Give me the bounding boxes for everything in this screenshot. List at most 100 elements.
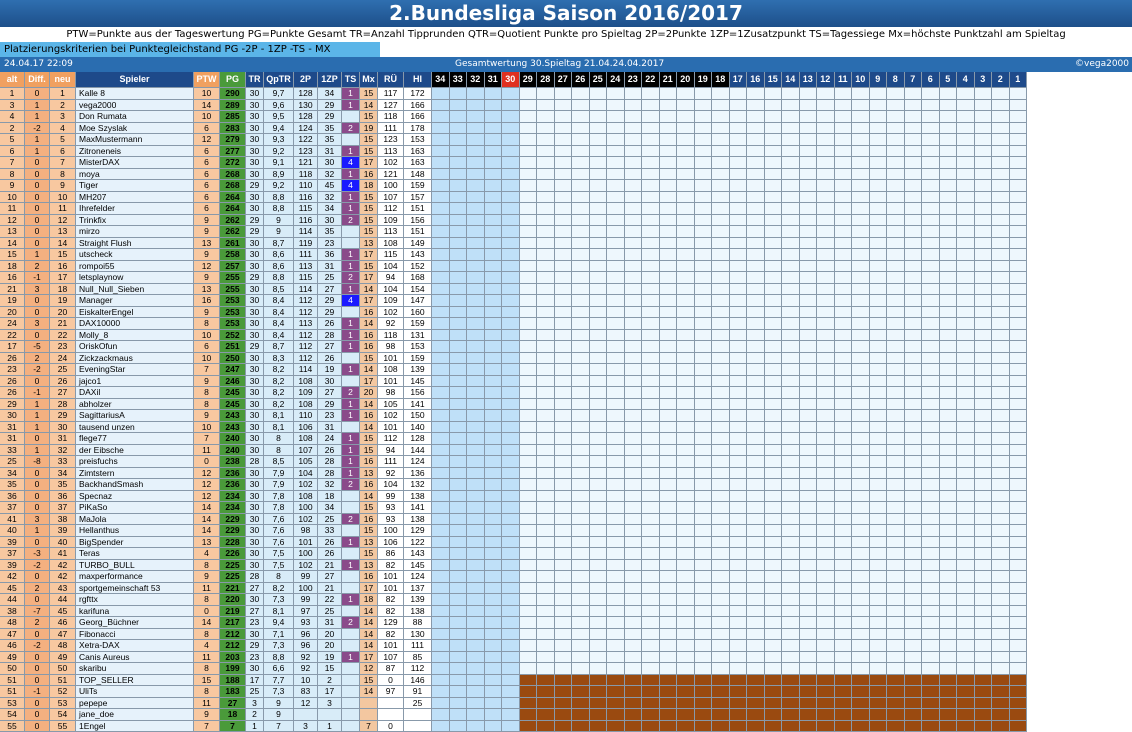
- table-cell: [642, 410, 660, 422]
- table-cell: [835, 215, 853, 227]
- table-cell: [887, 180, 905, 192]
- header-cell: 24: [607, 72, 625, 88]
- table-cell: [957, 629, 975, 641]
- table-cell: [450, 663, 468, 675]
- table-cell: [502, 709, 520, 721]
- table-cell: 121: [378, 169, 404, 181]
- table-cell: [467, 537, 485, 549]
- table-cell: 30: [246, 376, 264, 388]
- table-cell: [485, 548, 503, 560]
- table-cell: [817, 652, 835, 664]
- header-cell: 20: [677, 72, 695, 88]
- table-cell: 31: [318, 422, 342, 434]
- table-cell: [695, 284, 713, 296]
- table-cell: [485, 100, 503, 112]
- table-cell: [835, 111, 853, 123]
- table-cell: [695, 686, 713, 698]
- table-cell: 17: [360, 376, 378, 388]
- table-cell: [520, 249, 538, 261]
- table-cell: [957, 364, 975, 376]
- table-cell: [835, 537, 853, 549]
- table-cell: [905, 468, 923, 480]
- table-cell: 4: [194, 640, 220, 652]
- table-cell: [975, 709, 993, 721]
- table-cell: [852, 571, 870, 583]
- table-cell: [660, 180, 678, 192]
- table-cell: 127: [378, 100, 404, 112]
- table-cell: [590, 652, 608, 664]
- table-cell: 9: [264, 226, 294, 238]
- table-cell: 13: [194, 537, 220, 549]
- table-cell: [730, 491, 748, 503]
- table-cell: [1010, 307, 1028, 319]
- table-cell: 8: [194, 318, 220, 330]
- table-cell: [940, 709, 958, 721]
- table-cell: 100: [378, 180, 404, 192]
- table-cell: 157: [404, 192, 432, 204]
- table-cell: [537, 226, 555, 238]
- table-cell: [485, 284, 503, 296]
- table-cell: 15: [360, 502, 378, 514]
- table-cell: [660, 686, 678, 698]
- table-cell: [747, 629, 765, 641]
- table-cell: [835, 525, 853, 537]
- header-cell: 23: [625, 72, 643, 88]
- table-cell: [957, 698, 975, 710]
- table-cell: [800, 100, 818, 112]
- table-cell: [555, 675, 573, 687]
- table-cell: [607, 675, 625, 687]
- table-cell: 2: [25, 261, 50, 273]
- table-cell: [467, 617, 485, 629]
- table-cell: [730, 376, 748, 388]
- table-cell: [730, 341, 748, 353]
- table-cell: 212: [220, 640, 246, 652]
- table-cell: [1010, 652, 1028, 664]
- table-cell: [905, 422, 923, 434]
- table-cell: 112: [294, 307, 318, 319]
- table-cell: [695, 387, 713, 399]
- table-cell: [835, 284, 853, 296]
- table-cell: [870, 180, 888, 192]
- table-cell: [520, 629, 538, 641]
- table-cell: [607, 146, 625, 158]
- table-cell: [625, 123, 643, 135]
- table-cell: [432, 203, 450, 215]
- table-cell: [870, 479, 888, 491]
- table-cell: [765, 617, 783, 629]
- table-cell: [520, 686, 538, 698]
- table-cell: [975, 686, 993, 698]
- table-cell: [957, 548, 975, 560]
- table-cell: [485, 307, 503, 319]
- table-cell: [922, 88, 940, 100]
- table-cell: [537, 180, 555, 192]
- table-cell: [660, 353, 678, 365]
- table-cell: 18: [318, 491, 342, 503]
- table-cell: [502, 663, 520, 675]
- table-cell: [537, 698, 555, 710]
- table-cell: 100: [378, 525, 404, 537]
- table-cell: [1010, 502, 1028, 514]
- table-cell: [677, 445, 695, 457]
- table-cell: [712, 111, 730, 123]
- table-cell: [1010, 479, 1028, 491]
- table-cell: [467, 387, 485, 399]
- table-cell: [520, 134, 538, 146]
- table-cell: 45: [50, 606, 76, 618]
- table-cell: [520, 410, 538, 422]
- table-cell: [660, 387, 678, 399]
- table-cell: [765, 157, 783, 169]
- table-cell: 7,8: [264, 502, 294, 514]
- table-cell: [1010, 537, 1028, 549]
- table-cell: tausend unzen: [76, 422, 194, 434]
- table-cell: [520, 180, 538, 192]
- table-cell: 1: [342, 330, 360, 342]
- table-cell: 7,3: [264, 640, 294, 652]
- table-cell: [450, 215, 468, 227]
- table-cell: [607, 456, 625, 468]
- table-cell: [607, 502, 625, 514]
- table-cell: [870, 686, 888, 698]
- table-cell: [607, 180, 625, 192]
- table-cell: [590, 238, 608, 250]
- table-cell: [992, 410, 1010, 422]
- table-cell: [537, 376, 555, 388]
